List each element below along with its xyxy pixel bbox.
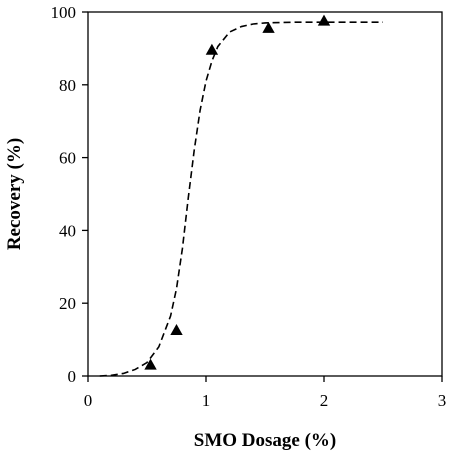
x-tick-label: 2 [320,391,329,410]
data-point-triangle [144,358,157,370]
y-tick-label: 100 [51,3,77,22]
y-axis-title: Recovery (%) [4,138,25,250]
y-tick-label: 60 [59,149,76,168]
y-tick-label: 20 [59,294,76,313]
x-axis-title: SMO Dosage (%) [194,430,336,451]
plot-area [87,11,443,377]
y-tick-label: 40 [59,221,76,240]
x-axis-ticks: 0 1 2 3 [84,376,447,410]
y-tick-label: 0 [68,367,77,386]
data-point-triangle [262,21,275,33]
data-point-triangle [205,43,219,55]
x-tick-label: 3 [438,391,447,410]
x-tick-label: 1 [202,391,211,410]
fit-curve-layer [99,21,383,377]
y-tick-label: 80 [59,76,76,95]
x-tick-label: 0 [84,391,93,410]
data-points-layer [144,14,331,370]
data-point-triangle [317,14,331,26]
fit-curve [99,21,383,377]
data-point-triangle [170,324,183,336]
y-axis-ticks: 0 20 40 60 80 100 [51,3,88,386]
